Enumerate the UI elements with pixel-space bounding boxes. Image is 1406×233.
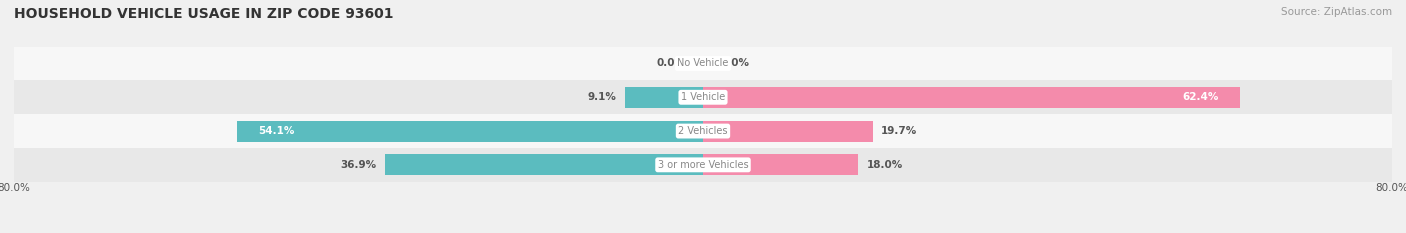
Bar: [14, 47, 1392, 80]
Text: 54.1%: 54.1%: [259, 126, 295, 136]
Bar: [703, 154, 858, 175]
Bar: [385, 154, 703, 175]
Bar: [703, 121, 873, 141]
Bar: [238, 121, 703, 141]
Text: 0.0%: 0.0%: [720, 58, 749, 69]
Text: 1 Vehicle: 1 Vehicle: [681, 92, 725, 102]
Text: 2 Vehicles: 2 Vehicles: [678, 126, 728, 136]
Bar: [703, 87, 1240, 108]
Bar: [14, 148, 1392, 182]
Text: HOUSEHOLD VEHICLE USAGE IN ZIP CODE 93601: HOUSEHOLD VEHICLE USAGE IN ZIP CODE 9360…: [14, 7, 394, 21]
Bar: [624, 87, 703, 108]
Bar: [14, 114, 1392, 148]
Text: No Vehicle: No Vehicle: [678, 58, 728, 69]
Text: 19.7%: 19.7%: [882, 126, 918, 136]
Text: 0.0%: 0.0%: [657, 58, 686, 69]
Text: 18.0%: 18.0%: [866, 160, 903, 170]
Text: Source: ZipAtlas.com: Source: ZipAtlas.com: [1281, 7, 1392, 17]
Text: 9.1%: 9.1%: [588, 92, 616, 102]
Text: 62.4%: 62.4%: [1182, 92, 1219, 102]
Text: 3 or more Vehicles: 3 or more Vehicles: [658, 160, 748, 170]
Text: 36.9%: 36.9%: [340, 160, 377, 170]
Bar: [14, 80, 1392, 114]
